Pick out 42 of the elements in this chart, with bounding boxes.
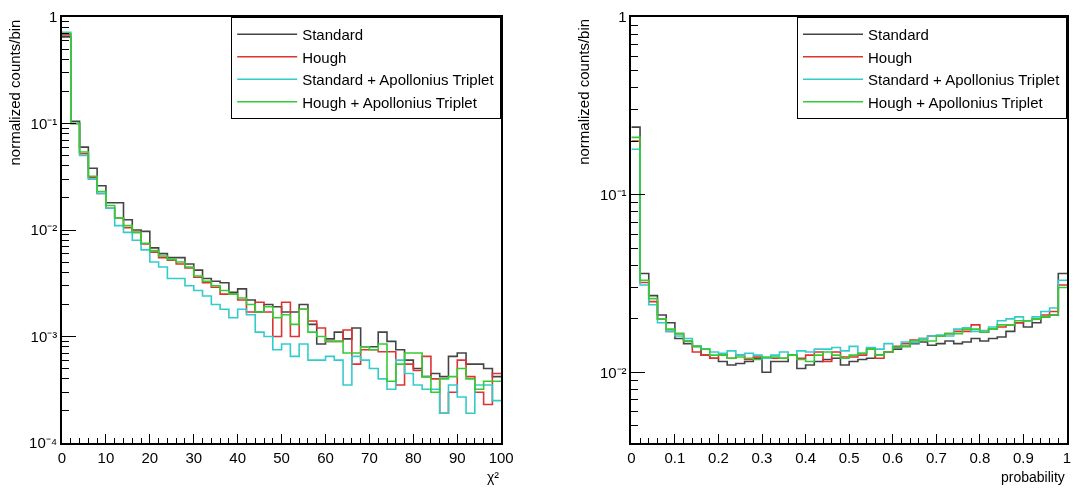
- x-tick-label: 100: [488, 448, 514, 466]
- y-axis-title: normalized counts/bin: [5, 19, 23, 166]
- x-tick-label: 0: [57, 448, 67, 466]
- x-tick-label: 0.2: [708, 448, 729, 466]
- legend-label: Hough + Apollonius Triplet: [302, 93, 478, 111]
- y-axis-title: normalized counts/bin: [574, 18, 592, 165]
- x-axis-title: probability: [1001, 469, 1065, 485]
- legend-label: Standard: [868, 26, 929, 44]
- legend-label: Hough: [868, 48, 913, 66]
- x-tick-label: 30: [185, 448, 203, 466]
- x-tick-label: 0.7: [925, 448, 947, 466]
- x-tick-label: 0.3: [751, 448, 773, 466]
- x-tick-label: 0.1: [664, 448, 686, 466]
- y-tick-label: 1: [48, 8, 58, 26]
- y-tick-label: 10⁻²: [30, 221, 58, 239]
- x-tick-label: 50: [273, 448, 290, 466]
- x-tick-label: 0.8: [969, 448, 991, 466]
- x-tick-label: 0.6: [882, 448, 904, 466]
- x-tick-label: 60: [317, 448, 334, 466]
- x-tick-label: 40: [229, 448, 247, 466]
- x-tick-label: 1: [1062, 448, 1072, 466]
- x-axis-title: χ²: [487, 469, 500, 485]
- legend-label: Hough + Apollonius Triplet: [868, 93, 1044, 111]
- x-tick-label: 70: [361, 448, 378, 466]
- y-tick-label: 10⁻⁴: [29, 434, 58, 452]
- x-tick-label: 90: [448, 448, 466, 466]
- y-tick-label: 10⁻³: [30, 327, 58, 345]
- legend-label: Standard: [302, 26, 364, 44]
- y-tick-label: 1: [618, 8, 627, 26]
- x-tick-label: 0: [627, 448, 636, 466]
- x-tick-label: 0.4: [795, 448, 817, 466]
- x-tick-label: 80: [405, 448, 422, 466]
- x-tick-label: 0.5: [838, 448, 860, 466]
- y-tick-label: 10⁻¹: [30, 114, 58, 132]
- x-tick-label: 20: [141, 448, 159, 466]
- x-tick-label: 0.9: [1013, 448, 1034, 466]
- legend-label: Standard + Apollonius Triplet: [302, 71, 495, 89]
- legend-label: Standard + Apollonius Triplet: [868, 71, 1061, 89]
- legend-label: Hough: [302, 48, 347, 66]
- y-tick-label: 10⁻¹: [599, 185, 627, 203]
- y-tick-label: 10⁻²: [599, 363, 627, 381]
- x-tick-label: 10: [97, 448, 115, 466]
